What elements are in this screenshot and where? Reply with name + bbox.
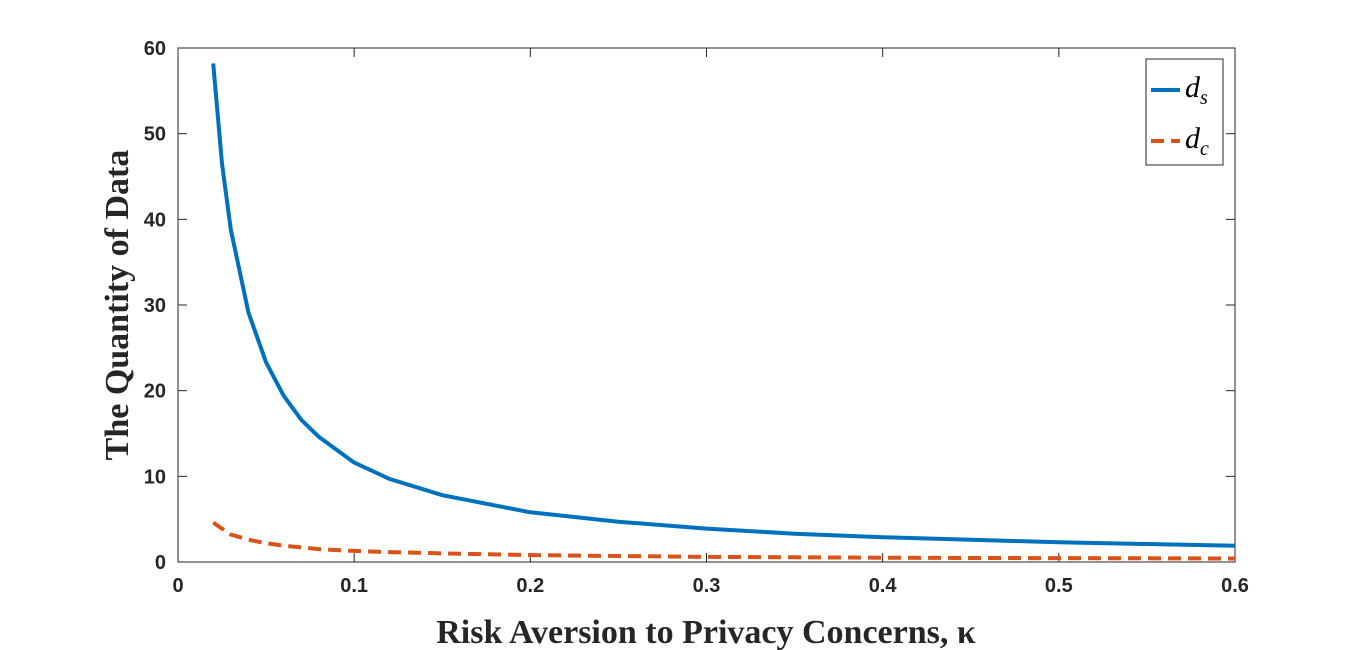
axis-ticks: 0 0.1 0.2 0.3 0.4 0.5 0.6 0 10 20 30 40 50 60 [144, 38, 1249, 597]
x-tick-label: 0.2 [516, 575, 544, 597]
series-line-d-s [211, 63, 1236, 548]
plot-area [177, 47, 1236, 563]
x-tick-label: 0.5 [1045, 575, 1073, 597]
y-tick-label: 60 [144, 38, 166, 60]
legend-label-dc: dc [1185, 122, 1209, 160]
series-layer [211, 63, 1236, 561]
x-tick-label: 0.4 [869, 575, 898, 597]
legend-label-ds: ds [1185, 71, 1208, 109]
y-tick-label: 40 [144, 209, 166, 231]
y-tick-label: 30 [144, 295, 166, 317]
y-tick-label: 10 [144, 466, 166, 488]
y-tick-label: 0 [155, 552, 166, 574]
x-tick-label: 0.1 [340, 575, 368, 597]
x-tick-label: 0 [172, 575, 183, 597]
legend: ds dc [1145, 58, 1224, 166]
x-tick-label: 0.6 [1221, 575, 1249, 597]
y-axis-label: The Quantity of Data [99, 150, 136, 461]
x-tick-label: 0.3 [693, 575, 721, 597]
legend-box [1145, 58, 1224, 166]
y-tick-label: 50 [144, 124, 166, 146]
x-axis-label: Risk Aversion to Privacy Concerns, κ [436, 614, 976, 650]
y-tick-label: 20 [144, 381, 166, 403]
